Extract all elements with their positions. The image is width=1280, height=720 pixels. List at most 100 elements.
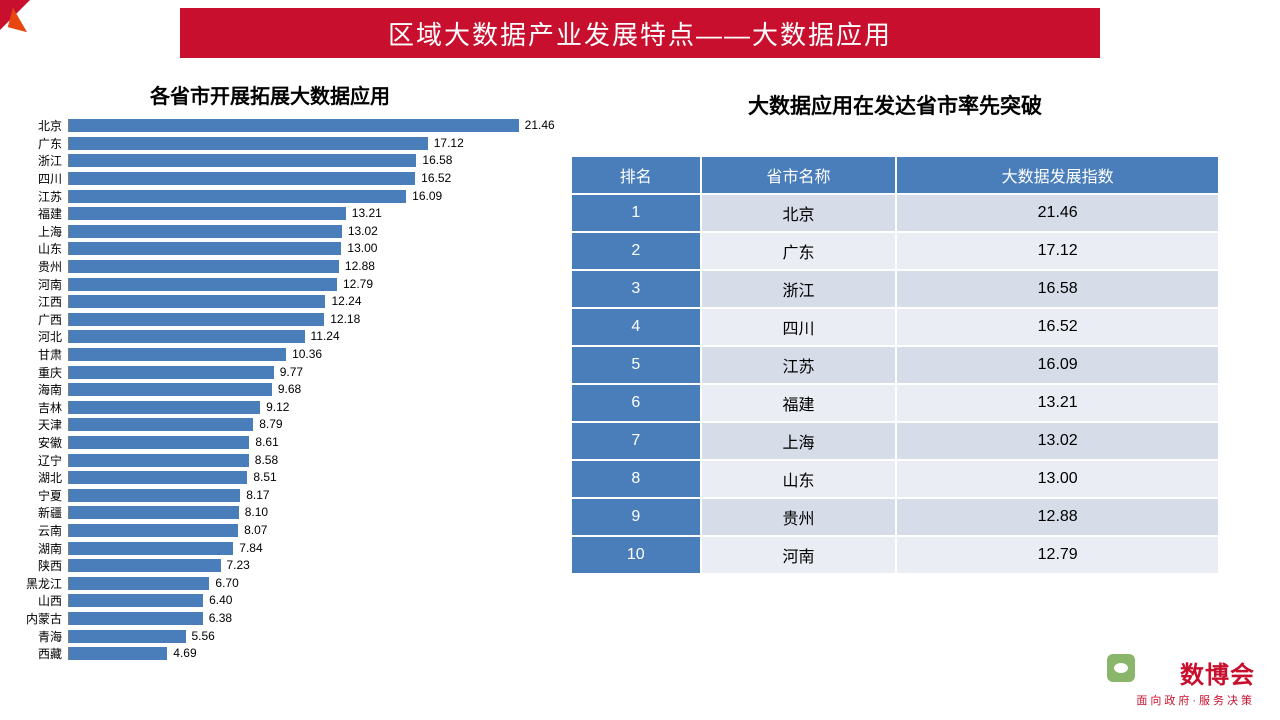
bar-fill: 7.84 [69,542,233,555]
bar-fill: 9.68 [69,383,272,396]
bar-row: 贵州12.88 [68,258,530,276]
bar-fill: 8.58 [69,454,249,467]
bar-value: 16.09 [412,189,442,203]
rank-cell: 5 [571,346,701,384]
bar-value: 8.58 [255,453,278,467]
bar-fill: 8.17 [69,489,240,502]
col-rank: 排名 [571,156,701,194]
bar-fill: 7.23 [69,559,221,572]
bar-row: 福建13.21 [68,205,530,223]
index-cell: 16.09 [896,346,1219,384]
bar-value: 7.23 [227,558,250,572]
bar-label: 山西 [10,592,62,609]
bar-fill: 11.24 [69,330,305,343]
bar-row: 上海13.02 [68,223,530,241]
bar-label: 山东 [10,240,62,257]
table-row: 1北京21.46 [571,194,1219,232]
bar-label: 新疆 [10,504,62,521]
bar-label: 湖北 [10,469,62,486]
bar-row: 广东17.12 [68,135,530,153]
bar-row: 四川16.52 [68,170,530,188]
bar-fill: 13.02 [69,225,342,238]
bar-track: 16.09 [68,190,530,203]
bar-label: 河南 [10,276,62,293]
wechat-icon [1107,654,1135,682]
bar-fill: 4.69 [69,647,167,660]
bar-row: 安徽8.61 [68,434,530,452]
table-row: 6福建13.21 [571,384,1219,422]
bar-fill: 12.79 [69,278,337,291]
bar-fill: 16.52 [69,172,415,185]
bar-value: 13.00 [347,241,377,255]
rank-cell: 2 [571,232,701,270]
province-cell: 浙江 [701,270,897,308]
bar-row: 宁夏8.17 [68,486,530,504]
bar-track: 4.69 [68,647,530,660]
footer-logo-main: 数博会 [1136,655,1255,690]
bar-value: 12.18 [330,312,360,326]
bar-value: 13.21 [352,206,382,220]
index-cell: 17.12 [896,232,1219,270]
bar-value: 8.10 [245,505,268,519]
bar-fill: 8.61 [69,436,249,449]
bar-fill: 12.24 [69,295,325,308]
footer-logo: 数博会 面向政府·服务决策 [1136,655,1255,708]
table-header-row: 排名 省市名称 大数据发展指数 [571,156,1219,194]
province-cell: 四川 [701,308,897,346]
bar-track: 17.12 [68,137,530,150]
bar-track: 7.23 [68,559,530,572]
bar-fill: 12.18 [69,313,324,326]
bar-label: 云南 [10,522,62,539]
bar-row: 海南9.68 [68,381,530,399]
bar-value: 8.79 [259,417,282,431]
bar-value: 5.56 [192,629,215,643]
bar-label: 广西 [10,311,62,328]
index-cell: 13.00 [896,460,1219,498]
bar-value: 8.61 [255,435,278,449]
province-cell: 北京 [701,194,897,232]
bar-fill: 13.00 [69,242,341,255]
bar-fill: 13.21 [69,207,346,220]
bar-row: 甘肃10.36 [68,346,530,364]
bar-label: 江西 [10,293,62,310]
rank-table: 排名 省市名称 大数据发展指数 1北京21.462广东17.123浙江16.58… [570,155,1220,575]
page-title: 区域大数据产业发展特点——大数据应用 [388,15,892,52]
rank-cell: 9 [571,498,701,536]
table-panel: 大数据应用在发达省市率先突破 排名 省市名称 大数据发展指数 1北京21.462… [540,70,1280,720]
table-row: 5江苏16.09 [571,346,1219,384]
bar-row: 广西12.18 [68,311,530,329]
bar-track: 5.56 [68,630,530,643]
bar-track: 10.36 [68,348,530,361]
bar-label: 江苏 [10,188,62,205]
bar-value: 12.88 [345,259,375,273]
table-row: 7上海13.02 [571,422,1219,460]
bar-value: 6.40 [209,593,232,607]
province-cell: 山东 [701,460,897,498]
bar-track: 12.18 [68,313,530,326]
bar-row: 江西12.24 [68,293,530,311]
bar-track: 13.21 [68,207,530,220]
bar-track: 12.79 [68,278,530,291]
bar-chart-title: 各省市开展拓展大数据应用 [10,80,530,109]
bar-row: 吉林9.12 [68,399,530,417]
bar-track: 9.77 [68,366,530,379]
bar-label: 福建 [10,205,62,222]
table-row: 10河南12.79 [571,536,1219,574]
index-cell: 21.46 [896,194,1219,232]
bar-row: 北京21.46 [68,117,530,135]
bar-row: 新疆8.10 [68,504,530,522]
bar-row: 湖北8.51 [68,469,530,487]
bar-fill: 8.79 [69,418,253,431]
index-cell: 12.88 [896,498,1219,536]
bar-track: 21.46 [68,119,530,132]
bar-track: 12.88 [68,260,530,273]
bar-value: 9.12 [266,400,289,414]
bar-value: 16.52 [421,171,451,185]
bar-value: 6.38 [209,611,232,625]
bar-value: 7.84 [239,541,262,555]
bar-fill: 10.36 [69,348,286,361]
col-province: 省市名称 [701,156,897,194]
bar-track: 8.51 [68,471,530,484]
bar-fill: 6.38 [69,612,203,625]
province-cell: 广东 [701,232,897,270]
